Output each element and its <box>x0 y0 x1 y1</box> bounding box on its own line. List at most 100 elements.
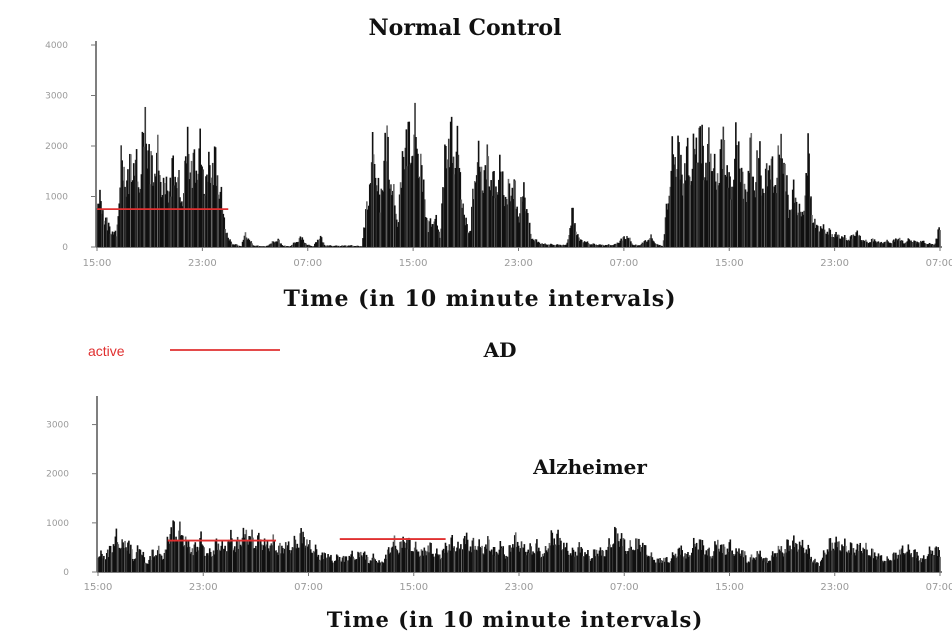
normal-control-activity-bar <box>747 170 750 247</box>
normal-control-activity-bar <box>775 193 778 247</box>
ad-activity-bar <box>607 546 609 572</box>
ad-activity-bar <box>896 558 899 572</box>
normal-control-activity-bar <box>529 233 532 247</box>
ad-activity-bar <box>337 559 340 572</box>
normal-control-activity-bar <box>191 187 194 247</box>
normal-control-activity-bar <box>889 242 891 247</box>
ad-activity-bar <box>937 547 939 572</box>
ad-activity-bar <box>636 538 638 572</box>
ad-xtick-label: 23:00 <box>820 582 849 593</box>
ad-activity-bar <box>176 539 178 572</box>
normal-control-activity-bar <box>325 245 328 247</box>
ad-activity-bar <box>471 540 474 572</box>
ad-activity-bar <box>887 558 889 572</box>
normal-control-activity-bar <box>132 163 135 247</box>
ad-activity-bar <box>741 550 743 572</box>
ad-activity-bar <box>639 544 641 572</box>
normal-control-activity-bar <box>98 203 100 247</box>
ad-activity-bar <box>681 550 684 572</box>
ad-activity-bar <box>939 556 941 572</box>
normal-control-activity-bar <box>277 238 280 247</box>
normal-control-activity-bar <box>270 243 273 247</box>
ad-activity-bar <box>281 545 283 572</box>
normal-control-activity-bar <box>342 245 345 247</box>
ad-activity-bar <box>380 565 382 572</box>
normal-control-activity-bar <box>164 194 167 247</box>
normal-control-activity-bar <box>608 244 611 247</box>
ad-activity-bar <box>628 548 631 572</box>
ad-activity-bar <box>808 548 811 572</box>
normal-control-activity-bar <box>573 224 575 247</box>
normal-control-activity-bar <box>503 206 506 247</box>
ad-activity-bar <box>870 548 873 572</box>
ad-activity-bar <box>259 539 262 572</box>
normal-control-activity-bar <box>723 139 726 247</box>
ad-activity-bar <box>590 558 593 572</box>
ad-activity-bar <box>593 549 596 572</box>
ad-activity-bar <box>608 538 610 572</box>
normal-control-activity-bar <box>669 186 672 247</box>
normal-control-activity-bar <box>215 185 218 247</box>
ad-activity-bar <box>458 549 460 572</box>
normal-control-activity-bar <box>227 237 229 247</box>
normal-control-activity-bar <box>502 195 505 247</box>
ad-activity-bar <box>885 561 888 572</box>
normal-control-activity-bar <box>909 240 912 247</box>
ad-activity-bar <box>218 549 221 572</box>
ad-activity-bar <box>282 548 284 572</box>
normal-control-activity-bar <box>622 237 624 247</box>
ad-activity-bar <box>654 562 657 572</box>
ad-activity-bar <box>115 528 118 572</box>
ad-activity-bar <box>699 539 702 572</box>
ad-activity-bar <box>586 553 588 572</box>
normal-control-activity-bar <box>353 246 356 247</box>
ad-activity-bar <box>404 547 406 572</box>
normal-control-activity-bar <box>720 139 723 247</box>
ad-activity-bar <box>478 539 480 572</box>
normal-control-activity-bar <box>407 121 410 247</box>
normal-control-activity-bar <box>460 199 463 247</box>
normal-control-activity-bar <box>201 166 203 247</box>
ad-activity-bar <box>359 557 361 572</box>
ad-activity-bar <box>121 539 123 572</box>
normal-control-activity-bar <box>102 210 104 247</box>
ad-activity-bar <box>841 544 843 572</box>
ad-activity-bar <box>775 556 778 572</box>
ad-activity-bar <box>925 558 928 572</box>
normal-control-activity-bar <box>302 239 305 247</box>
normal-control-activity-bar <box>891 243 893 247</box>
ad-activity-bar <box>569 553 572 572</box>
ad-activity-bar <box>277 555 279 572</box>
ad-ytick-label: 0 <box>63 568 69 578</box>
normal-control-activity-bar <box>776 177 779 247</box>
normal-control-activity-bar <box>203 193 205 247</box>
ad-activity-bar <box>697 549 700 572</box>
ad-activity-bar <box>591 558 594 572</box>
ad-activity-bar <box>395 548 398 572</box>
normal-control-activity-bar <box>742 198 745 247</box>
ad-activity-bar <box>878 558 881 572</box>
normal-control-activity-bar <box>706 180 708 247</box>
ad-activity-bar <box>831 542 834 572</box>
ad-activity-bar <box>536 539 538 572</box>
ad-xtick-label: 23:00 <box>505 582 534 593</box>
ad-activity-bar <box>693 543 696 572</box>
normal-control-activity-bar <box>361 246 363 247</box>
normal-control-activity-bar <box>770 158 773 247</box>
normal-control-activity-bar <box>805 173 807 247</box>
normal-control-activity-bar <box>323 244 326 247</box>
normal-control-activity-bar <box>751 176 754 247</box>
ad-activity-bar <box>126 550 128 572</box>
ad-activity-bar <box>572 549 575 572</box>
ad-activity-bar <box>347 560 350 572</box>
normal-control-activity-bar <box>548 244 550 247</box>
ad-activity-bar <box>159 554 162 572</box>
ad-activity-bar <box>309 549 312 572</box>
ad-activity-bar <box>407 549 409 572</box>
normal-control-activity-bar <box>932 244 935 247</box>
normal-control-activity-bar <box>356 245 359 247</box>
ad-activity-bar <box>830 550 833 572</box>
normal-control-activity-bar <box>759 141 761 247</box>
normal-control-activity-bar <box>220 186 223 247</box>
ad-activity-bar <box>204 555 206 572</box>
